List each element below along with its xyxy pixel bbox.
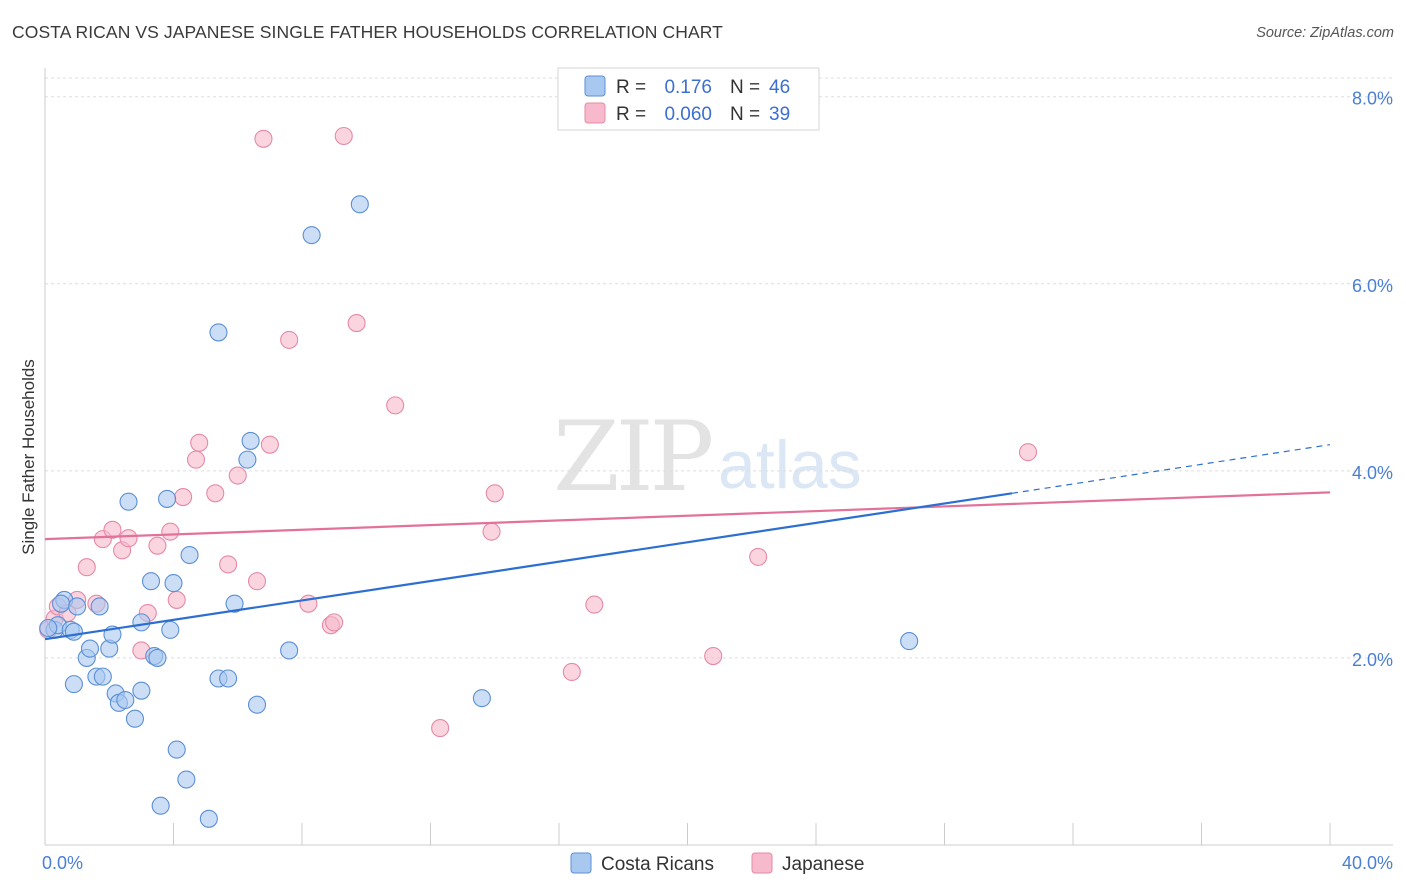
costa-ricans-point [209,323,228,342]
correlation-legend: R = 0.176 N = 46 R = 0.060 N = 39 [557,67,820,131]
japanese-point [585,595,604,614]
costa-ricans-point [238,450,257,469]
y-tick-labels: 2.0% 4.0% 6.0% 8.0% [1352,89,1393,670]
costa-ricans-point [199,809,218,828]
japanese-point [174,487,193,507]
japanese-point [190,433,209,452]
costa-ricans-point [68,597,87,616]
japanese-point [482,522,501,541]
costa-ricans-trend-extension [1011,444,1331,494]
costa-ricans-point [64,675,83,694]
legend-n-label-1: N = [730,77,760,98]
japanese-point [77,558,96,577]
y-tick-label: 6.0% [1352,276,1393,296]
japanese-point [186,450,206,469]
costa-ricans-point [52,594,71,613]
legend-swatch-costa-ricans [584,75,606,97]
costa-ricans-point [132,681,151,700]
japanese-point [161,522,180,541]
bottom-legend-costa-ricans: Costa Ricans [601,854,714,875]
costa-ricans-points [39,195,919,828]
costa-ricans-point [39,618,58,638]
japanese-point [704,647,723,666]
source-credit: Source: ZipAtlas.com [1256,25,1394,41]
costa-ricans-point [93,667,112,686]
japanese-point [103,520,122,539]
japanese-point [254,129,273,148]
legend-r-label-1: R = [616,77,646,98]
costa-ricans-point [241,431,260,450]
japanese-point [749,547,768,566]
japanese-point [431,719,450,738]
legend-swatch-japanese [584,102,606,124]
japanese-point [219,555,238,574]
costa-ricans-point [900,632,919,651]
japanese-point [206,484,225,503]
costa-ricans-point [80,639,100,658]
costa-ricans-point [90,597,109,616]
y-tick-label: 4.0% [1352,463,1393,483]
costa-ricans-point [116,690,135,710]
costa-ricans-trend-line [44,492,1013,641]
japanese-point [334,126,353,146]
costa-ricans-point [161,620,180,639]
costa-ricans-point [302,226,321,245]
bottom-legend-swatch-costa-ricans [570,852,592,874]
japanese-point [485,484,504,503]
costa-ricans-point [472,689,491,708]
series-legend: Costa Ricans Japanese [570,852,864,875]
watermark-zip: ZIP [553,401,712,513]
bottom-legend-swatch-japanese [751,852,773,874]
costa-ricans-point [132,613,151,632]
japanese-point [228,466,247,485]
costa-ricans-point [158,489,177,508]
watermark-atlas: atlas [718,427,862,503]
legend-r-value-japanese: 0.060 [664,104,712,125]
legend-n-value-costa-ricans: 46 [769,77,790,98]
x-tick-label-min: 0.0% [42,853,83,873]
costa-ricans-point [177,770,196,789]
costa-ricans-point [280,641,299,660]
x-tick-label-max: 40.0% [1342,853,1393,873]
costa-ricans-point [148,648,167,667]
japanese-point [260,435,279,454]
costa-ricans-point [219,669,238,688]
legend-n-value-japanese: 39 [769,104,790,125]
costa-ricans-point [225,594,244,613]
y-axis-label: Single Father Households [19,359,38,555]
gridlines [45,77,1393,659]
legend-r-value-costa-ricans: 0.176 [664,77,712,98]
costa-ricans-point [119,492,138,511]
japanese-point [562,662,581,682]
japanese-trend-line [44,491,1331,541]
japanese-point [280,330,299,349]
costa-ricans-point [164,574,183,593]
japanese-point [347,314,366,333]
japanese-point [1018,443,1038,462]
japanese-points [39,126,1038,738]
axes [44,68,1393,846]
costa-ricans-point [125,709,144,728]
japanese-point [167,590,186,609]
japanese-point [148,536,167,555]
costa-ricans-point [167,740,186,759]
legend-n-label-2: N = [730,104,760,125]
costa-ricans-point [64,622,83,641]
costa-ricans-point [180,545,199,565]
japanese-point [119,529,138,548]
japanese-point [386,396,405,415]
japanese-point [325,613,344,632]
japanese-point [247,572,267,591]
trend-lines [44,444,1331,641]
chart-title: COSTA RICAN VS JAPANESE SINGLE FATHER HO… [12,22,723,42]
costa-ricans-point [151,796,170,815]
costa-ricans-point [247,695,267,714]
y-tick-label: 2.0% [1352,650,1393,670]
legend-r-label-2: R = [616,104,646,125]
costa-ricans-point [141,572,161,591]
bottom-legend-japanese: Japanese [782,854,864,875]
costa-ricans-point [350,195,369,214]
y-tick-label: 8.0% [1352,89,1393,109]
